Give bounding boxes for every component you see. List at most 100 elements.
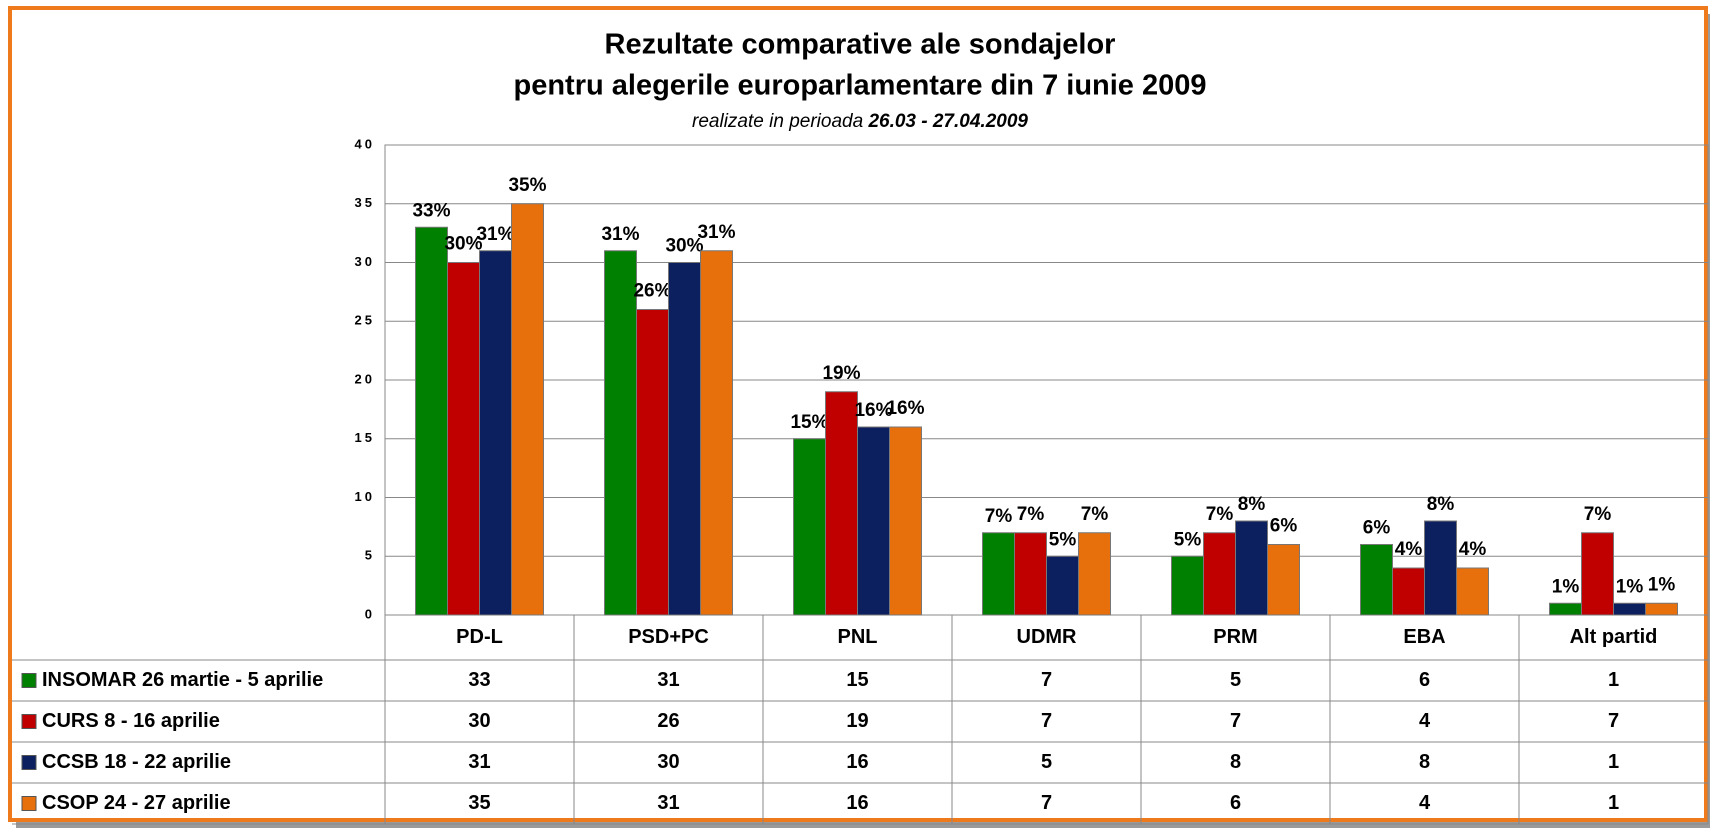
legend-label: CSOP 24 - 27 aprilie — [42, 792, 231, 814]
bar — [1360, 544, 1393, 616]
table-cell: 4 — [1419, 710, 1431, 732]
chart-title: Rezultate comparative ale sondajelor — [605, 29, 1116, 61]
chart-subtitle: realizate in perioada 26.03 - 27.04.2009 — [692, 111, 1028, 132]
data-label: 4% — [1459, 539, 1487, 560]
bar — [447, 262, 480, 616]
data-label: 5% — [1049, 529, 1077, 550]
table-cell: 7 — [1041, 792, 1052, 814]
bar — [1235, 520, 1268, 616]
bar — [1645, 602, 1678, 616]
table-cell: 30 — [657, 751, 679, 773]
table-cell: 1 — [1608, 669, 1619, 691]
table-cell: 8 — [1419, 751, 1430, 773]
data-label: 8% — [1238, 494, 1266, 515]
bar — [982, 532, 1015, 616]
table-cell: 4 — [1419, 792, 1431, 814]
bar — [857, 426, 890, 616]
table-cell: 31 — [657, 669, 679, 691]
bar — [668, 262, 701, 616]
y-tick-label: 20 — [355, 371, 375, 386]
data-label: 16% — [854, 400, 892, 421]
data-label: 6% — [1270, 516, 1298, 537]
data-label: 7% — [1081, 504, 1109, 525]
x-tick-label: PSD+PC — [628, 626, 709, 648]
table-cell: 7 — [1230, 710, 1241, 732]
table-cell: 26 — [657, 710, 679, 732]
table-cell: 30 — [468, 710, 490, 732]
bar — [889, 426, 922, 616]
legend-swatch — [21, 796, 37, 811]
table-cell: 1 — [1608, 751, 1619, 773]
table-cell: 5 — [1230, 669, 1241, 691]
data-label: 30% — [665, 236, 703, 257]
x-tick-label: PRM — [1213, 626, 1257, 648]
bar — [511, 203, 544, 616]
bar — [1613, 602, 1646, 616]
x-tick-label: UDMR — [1017, 626, 1078, 648]
data-label: 19% — [822, 363, 860, 384]
table-cell: 15 — [846, 669, 868, 691]
table-cell: 6 — [1419, 669, 1430, 691]
data-label: 31% — [697, 222, 735, 243]
bar — [604, 250, 637, 616]
legend-swatch — [21, 714, 37, 729]
table-cell: 5 — [1041, 751, 1052, 773]
legend-swatch — [21, 755, 37, 770]
bar — [1581, 532, 1614, 616]
data-label: 7% — [1584, 504, 1612, 525]
subtitle-text: realizate in perioada — [692, 111, 863, 132]
bar — [636, 309, 669, 616]
data-label: 1% — [1648, 574, 1676, 595]
bar — [1424, 520, 1457, 616]
table-cell: 33 — [468, 669, 490, 691]
table-cell: 7 — [1041, 710, 1052, 732]
bar — [1549, 602, 1582, 616]
y-tick-label: 0 — [365, 606, 375, 621]
bar — [700, 250, 733, 616]
y-tick-label: 5 — [365, 548, 375, 563]
data-label: 1% — [1616, 576, 1644, 597]
table-cell: 31 — [657, 792, 679, 814]
data-label: 33% — [412, 200, 450, 221]
table-cell: 16 — [846, 792, 868, 814]
table-cell: 19 — [846, 710, 868, 732]
y-tick-label: 30 — [355, 254, 375, 269]
bar — [415, 226, 448, 616]
data-label: 6% — [1363, 518, 1391, 539]
bar — [1014, 532, 1047, 616]
data-label: 7% — [1017, 504, 1045, 525]
table-cell: 35 — [468, 792, 490, 814]
bar — [793, 438, 826, 616]
table-cell: 1 — [1608, 792, 1619, 814]
data-label: 7% — [985, 506, 1013, 527]
x-tick-label: Alt partid — [1570, 626, 1658, 648]
x-tick-label: PNL — [838, 626, 878, 648]
bar — [1203, 532, 1236, 616]
data-label: 35% — [508, 175, 546, 196]
data-label: 1% — [1552, 576, 1580, 597]
data-label: 5% — [1174, 529, 1202, 550]
subtitle-period: 26.03 - 27.04.2009 — [867, 111, 1028, 132]
data-label: 7% — [1206, 504, 1234, 525]
y-tick-label: 40 — [355, 136, 375, 151]
legend-label: CURS 8 - 16 aprilie — [42, 710, 220, 732]
data-label: 31% — [476, 224, 514, 245]
table-cell: 7 — [1608, 710, 1619, 732]
table-cell: 31 — [468, 751, 490, 773]
table-cell: 8 — [1230, 751, 1241, 773]
table-cell: 16 — [846, 751, 868, 773]
legend-label: CCSB 18 - 22 aprilie — [42, 751, 231, 773]
y-tick-label: 25 — [355, 313, 375, 328]
bar — [479, 250, 512, 616]
x-tick-label: PD-L — [456, 626, 503, 648]
bar — [1171, 555, 1204, 616]
bar — [1046, 555, 1079, 616]
y-tick-label: 35 — [355, 195, 375, 210]
table-cell: 6 — [1230, 792, 1241, 814]
legend-label: INSOMAR 26 martie - 5 aprilie — [42, 669, 323, 691]
data-label: 26% — [633, 281, 671, 302]
data-label: 16% — [886, 398, 924, 419]
data-label: 31% — [601, 224, 639, 245]
chart-title-line2: pentru alegerile europarlamentare din 7 … — [513, 70, 1206, 102]
